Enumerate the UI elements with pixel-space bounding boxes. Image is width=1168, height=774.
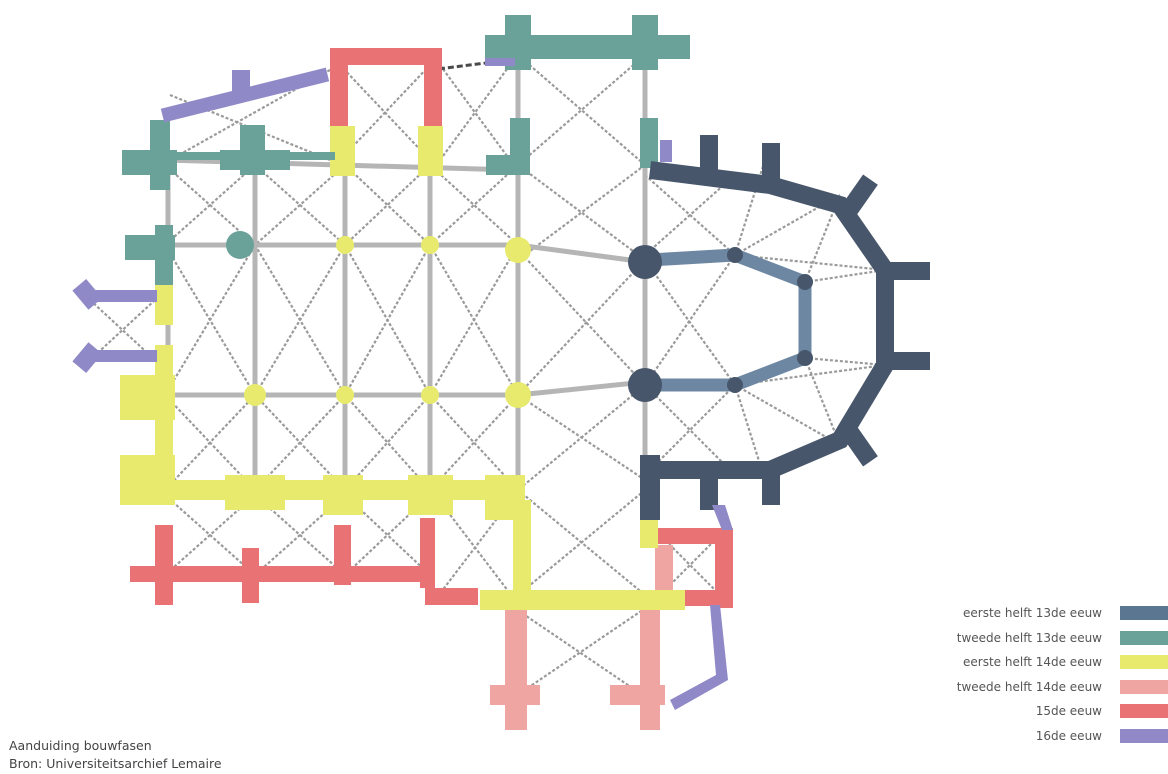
legend-swatch: [1120, 704, 1168, 719]
legend-item: tweede helft 13de eeuw: [748, 626, 1168, 651]
legend-item: tweede helft 14de eeuw: [748, 675, 1168, 700]
caption: Aanduiding bouwfasen Bron: Universiteits…: [9, 737, 222, 773]
phase-first-half-14th: [120, 126, 685, 610]
legend-label: eerste helft 14de eeuw: [963, 655, 1102, 670]
legend-item: 15de eeuw: [748, 699, 1168, 724]
legend-label: 15de eeuw: [1035, 704, 1102, 719]
phase-16th-century: [72, 58, 733, 710]
legend-swatch: [1120, 655, 1168, 670]
legend-item: eerste helft 14de eeuw: [748, 650, 1168, 675]
legend-item: eerste helft 13de eeuw: [748, 601, 1168, 626]
legend-label: eerste helft 13de eeuw: [963, 606, 1102, 621]
caption-source: Bron: Universiteitsarchief Lemaire: [9, 756, 222, 771]
legend: eerste helft 13de eeuw tweede helft 13de…: [748, 601, 1168, 748]
legend-swatch: [1120, 679, 1168, 694]
legend-swatch: [1120, 728, 1168, 743]
legend-swatch: [1120, 630, 1168, 645]
vault-ribs: [89, 54, 886, 701]
legend-swatch: [1120, 606, 1168, 621]
transverse-arches: [164, 60, 648, 600]
phase-15th-century: [130, 48, 733, 608]
legend-label: tweede helft 14de eeuw: [956, 679, 1102, 694]
legend-item: 16de eeuw: [748, 724, 1168, 749]
phase-first-half-13th: [628, 135, 930, 520]
caption-title: Aanduiding bouwfasen: [9, 738, 152, 753]
phase-second-half-14th: [490, 545, 673, 730]
legend-label: tweede helft 13de eeuw: [956, 630, 1102, 645]
legend-label: 16de eeuw: [1035, 728, 1102, 743]
